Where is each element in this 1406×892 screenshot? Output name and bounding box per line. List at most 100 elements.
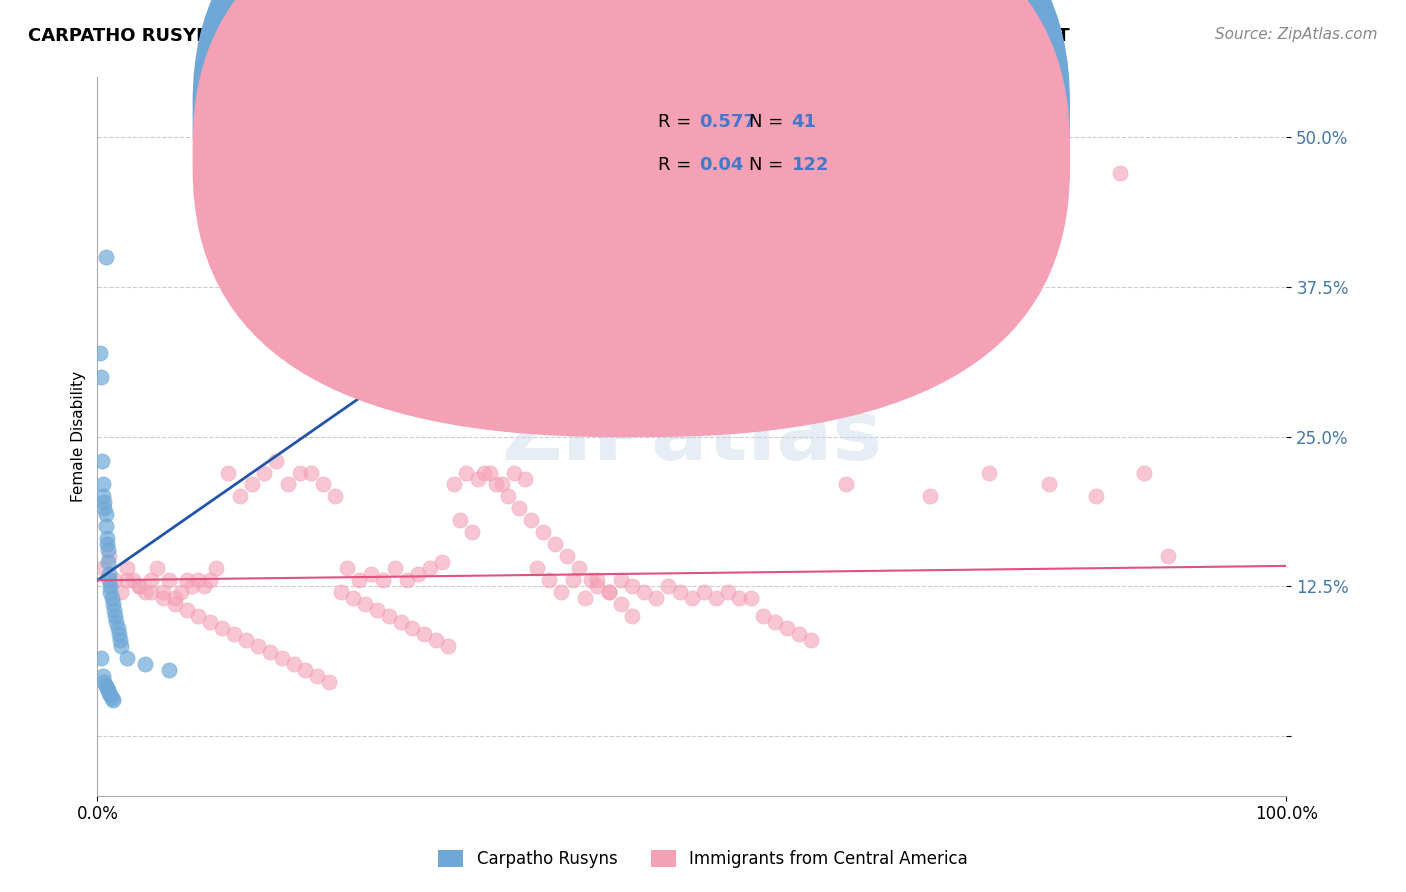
Point — [752, 609, 775, 624]
Point — [169, 585, 191, 599]
Text: ZIPatlas: ZIPatlas — [502, 396, 883, 477]
Point — [91, 477, 114, 491]
Point — [496, 490, 519, 504]
Point — [94, 250, 117, 264]
Point — [401, 621, 423, 635]
Point — [115, 574, 138, 588]
Point — [91, 490, 114, 504]
Point — [205, 561, 228, 575]
Point — [134, 657, 156, 671]
Point — [544, 537, 567, 551]
Point — [200, 615, 222, 629]
Point — [93, 501, 115, 516]
Point — [491, 477, 513, 491]
Point — [342, 591, 364, 606]
Point — [1156, 549, 1178, 564]
Point — [347, 574, 370, 588]
Point — [366, 603, 388, 617]
Point — [101, 693, 124, 707]
Point — [181, 579, 204, 593]
Point — [454, 466, 477, 480]
Point — [508, 501, 530, 516]
Point — [408, 567, 430, 582]
Point — [979, 466, 1001, 480]
Point — [323, 490, 346, 504]
Point — [100, 579, 122, 593]
Point — [104, 574, 127, 588]
Point — [110, 639, 132, 653]
Point — [520, 513, 543, 527]
Point — [472, 466, 495, 480]
Point — [377, 609, 399, 624]
Text: N =: N = — [749, 156, 789, 174]
Point — [1085, 490, 1108, 504]
Point — [235, 633, 257, 648]
Point — [360, 567, 382, 582]
Point — [100, 585, 122, 599]
Point — [90, 651, 112, 665]
Point — [128, 579, 150, 593]
Point — [585, 574, 607, 588]
Point — [609, 597, 631, 611]
Point — [93, 495, 115, 509]
Point — [264, 453, 287, 467]
Point — [91, 669, 114, 683]
Point — [115, 651, 138, 665]
Point — [152, 585, 174, 599]
Point — [98, 567, 121, 582]
Point — [90, 369, 112, 384]
Point — [568, 561, 591, 575]
Point — [562, 574, 585, 588]
Point — [787, 627, 810, 641]
Point — [526, 561, 548, 575]
Point — [918, 490, 941, 504]
Point — [1038, 477, 1060, 491]
Point — [389, 615, 412, 629]
Point — [139, 574, 162, 588]
Point — [307, 669, 329, 683]
Point — [100, 591, 122, 606]
Point — [105, 615, 128, 629]
Point — [413, 627, 436, 641]
Point — [134, 585, 156, 599]
Point — [96, 537, 118, 551]
Point — [104, 609, 127, 624]
Point — [419, 561, 441, 575]
Point — [645, 591, 668, 606]
Point — [502, 466, 524, 480]
Point — [187, 609, 209, 624]
Text: 0.577: 0.577 — [699, 113, 755, 131]
Point — [384, 561, 406, 575]
Text: 0.04: 0.04 — [699, 156, 744, 174]
Point — [253, 466, 276, 480]
Point — [633, 585, 655, 599]
Point — [531, 525, 554, 540]
Point — [283, 657, 305, 671]
Point — [598, 585, 620, 599]
Point — [200, 574, 222, 588]
Point — [107, 627, 129, 641]
Point — [94, 519, 117, 533]
Point — [449, 513, 471, 527]
Point — [91, 453, 114, 467]
Point — [574, 591, 596, 606]
Point — [94, 679, 117, 693]
Point — [800, 633, 823, 648]
Point — [555, 549, 578, 564]
Point — [152, 591, 174, 606]
Point — [354, 597, 377, 611]
Point — [485, 477, 508, 491]
Point — [585, 579, 607, 593]
Point — [336, 561, 359, 575]
Point — [176, 574, 198, 588]
Point — [461, 525, 484, 540]
Point — [139, 585, 162, 599]
Point — [1132, 466, 1154, 480]
Y-axis label: Female Disability: Female Disability — [72, 371, 86, 502]
Point — [107, 621, 129, 635]
Point — [122, 574, 145, 588]
Point — [299, 466, 322, 480]
Point — [270, 651, 292, 665]
Point — [515, 471, 537, 485]
Point — [157, 663, 180, 677]
